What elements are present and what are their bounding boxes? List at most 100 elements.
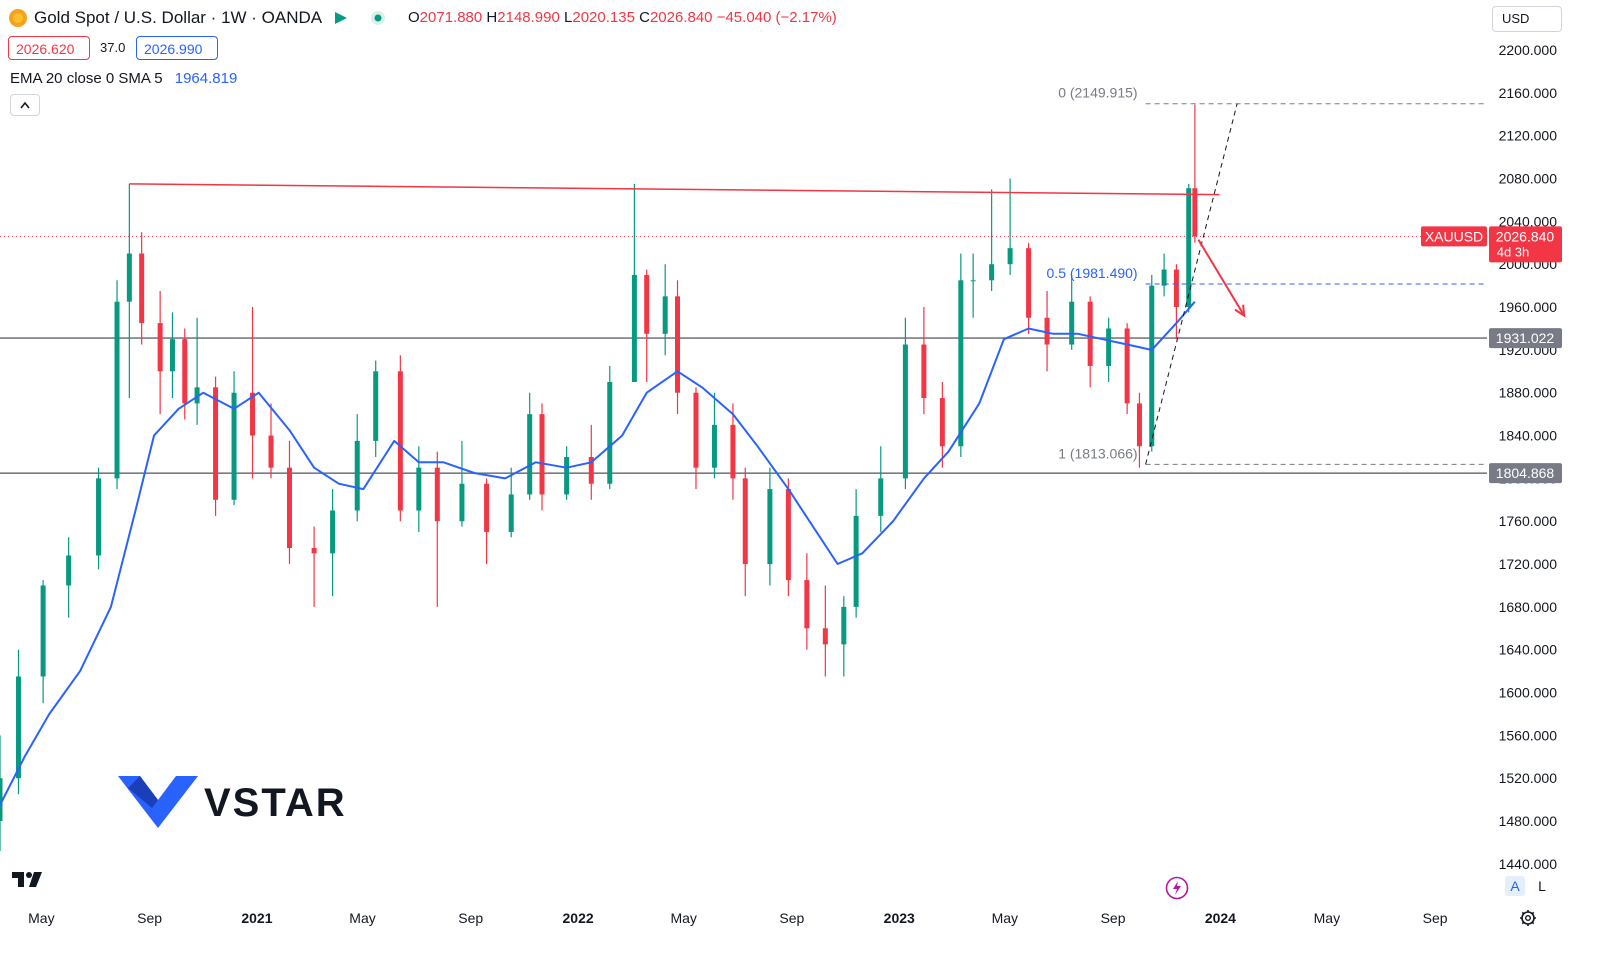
candles-layer bbox=[0, 104, 1198, 852]
candle-body bbox=[693, 392, 699, 468]
candle-body bbox=[268, 435, 274, 468]
x-tick-label: Sep bbox=[458, 910, 483, 926]
market-status-icon[interactable] bbox=[370, 10, 386, 26]
vstar-logo-mark bbox=[118, 776, 198, 828]
candle-body bbox=[15, 676, 21, 779]
candle-body bbox=[330, 510, 336, 554]
x-tick-label: May bbox=[992, 910, 1018, 926]
candle-body bbox=[354, 440, 360, 511]
candle-body bbox=[662, 296, 668, 334]
gear-icon[interactable] bbox=[1518, 908, 1538, 928]
candle-body bbox=[588, 456, 594, 484]
candle-body bbox=[311, 547, 317, 554]
x-tick-label: Sep bbox=[137, 910, 162, 926]
bar-countdown-label: 4d 3h bbox=[1497, 244, 1530, 259]
candle-body bbox=[1192, 188, 1198, 237]
candle-body bbox=[607, 382, 613, 484]
x-axis[interactable]: May Sep 2021 May Sep 2022 May Sep 2023 May Sep 2024… bbox=[28, 910, 1448, 926]
symbol-title[interactable]: Gold Spot / U.S. Dollar · 1W · OANDA bbox=[34, 8, 323, 27]
candle-body bbox=[1044, 317, 1050, 345]
y-tick-label: 1720.000 bbox=[1499, 556, 1558, 572]
level-price-label: 1931.022 bbox=[1496, 330, 1555, 346]
change-value: −45.040 (−2.17%) bbox=[716, 9, 837, 26]
fib-level-label: 0 (2149.915) bbox=[1058, 85, 1137, 101]
y-tick-label: 1840.000 bbox=[1499, 428, 1558, 444]
close-value: 2026.840 bbox=[649, 9, 713, 26]
candle-body bbox=[539, 414, 545, 495]
candle-body bbox=[1026, 248, 1032, 318]
level-price-label-bg bbox=[1489, 328, 1562, 349]
y-tick-label: 2120.000 bbox=[1499, 128, 1558, 144]
candle-body bbox=[822, 628, 828, 645]
lightning-icon[interactable] bbox=[1165, 876, 1189, 900]
ema-line bbox=[0, 301, 1196, 806]
candle-body bbox=[921, 344, 927, 399]
y-tick-label: 2160.000 bbox=[1499, 85, 1558, 101]
candle-body bbox=[989, 264, 995, 281]
high-value: 2148.990 bbox=[497, 9, 560, 26]
candle-body bbox=[213, 387, 219, 500]
candle-body bbox=[416, 467, 422, 511]
candle-body bbox=[742, 478, 748, 565]
low-label: L bbox=[564, 9, 573, 26]
x-tick-label: 2023 bbox=[884, 910, 915, 926]
candle-body bbox=[169, 339, 175, 372]
indicator-value: 1964.819 bbox=[174, 70, 238, 87]
candle-body bbox=[508, 494, 514, 532]
candle-body bbox=[1173, 269, 1179, 308]
candle-body bbox=[939, 398, 945, 447]
level-price-label-bg bbox=[1489, 463, 1562, 484]
candle-body bbox=[785, 489, 791, 581]
buy-price-button[interactable]: 2026.990 bbox=[136, 36, 218, 60]
fib-level-label: 0.5 (1981.490) bbox=[1047, 265, 1138, 281]
fib-trend-line bbox=[1145, 103, 1238, 465]
open-label: O bbox=[408, 9, 420, 26]
candle-body bbox=[96, 478, 102, 556]
last-price-label-bg bbox=[1489, 226, 1562, 263]
last-price-label: 2026.840 bbox=[1496, 228, 1555, 244]
candle-body bbox=[711, 424, 717, 468]
x-tick-label: 2024 bbox=[1205, 910, 1236, 926]
y-tick-label: 1520.000 bbox=[1499, 770, 1558, 786]
candle-body bbox=[1007, 248, 1013, 265]
indicator-legend[interactable]: EMA 20 close 0 SMA 5 1964.819 bbox=[10, 70, 237, 87]
y-tick-label: 1440.000 bbox=[1499, 856, 1558, 872]
vstar-watermark: VSTAR bbox=[118, 776, 345, 828]
tradingview-logo-icon[interactable] bbox=[12, 870, 48, 890]
candle-body bbox=[1087, 301, 1093, 366]
collapse-legend-button[interactable] bbox=[10, 94, 40, 116]
sell-price-button[interactable]: 2026.620 bbox=[8, 36, 90, 60]
y-tick-label: 1680.000 bbox=[1499, 599, 1558, 615]
log-scale-button[interactable]: L bbox=[1538, 878, 1546, 894]
candle-body bbox=[1069, 301, 1075, 345]
symbol-tag: XAUUSD bbox=[1425, 228, 1483, 244]
low-value: 2020.135 bbox=[572, 9, 635, 26]
candle-body bbox=[853, 515, 859, 607]
candle-body bbox=[1106, 328, 1112, 366]
flag-icon[interactable] bbox=[333, 10, 349, 26]
x-tick-label: 2021 bbox=[241, 910, 272, 926]
candle-body bbox=[1161, 269, 1167, 286]
candle-body bbox=[767, 489, 773, 565]
candle-body bbox=[194, 387, 200, 404]
candle-body bbox=[182, 339, 188, 404]
y-tick-label: 2200.000 bbox=[1499, 42, 1558, 58]
candle-body bbox=[126, 253, 132, 302]
candle-body bbox=[841, 606, 847, 645]
x-tick-label: May bbox=[349, 910, 375, 926]
candle-body bbox=[730, 424, 736, 479]
forecast-arrow-line bbox=[1197, 239, 1246, 317]
candle-body bbox=[644, 274, 650, 334]
candle-body bbox=[157, 323, 163, 372]
fib-level-label: 1 (1813.066) bbox=[1058, 445, 1137, 461]
candle-body bbox=[434, 467, 440, 522]
candle-body bbox=[0, 778, 3, 822]
candle-body bbox=[231, 392, 237, 500]
x-tick-label: May bbox=[1314, 910, 1340, 926]
auto-scale-button[interactable]: A bbox=[1505, 876, 1525, 896]
candle-body bbox=[1149, 285, 1155, 447]
x-tick-label: Sep bbox=[1101, 910, 1126, 926]
currency-selector[interactable]: USD bbox=[1492, 6, 1562, 32]
candle-body bbox=[675, 296, 681, 393]
